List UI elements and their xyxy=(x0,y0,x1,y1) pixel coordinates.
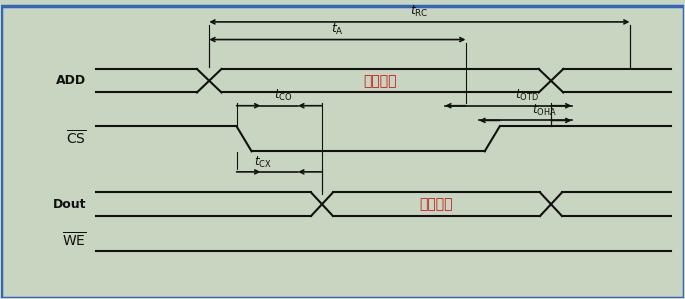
Text: $t_\mathrm{A}$: $t_\mathrm{A}$ xyxy=(331,22,344,36)
Text: 地址有效: 地址有效 xyxy=(363,74,397,88)
Text: $\overline{\mathrm{CS}}$: $\overline{\mathrm{CS}}$ xyxy=(66,129,86,147)
Text: $t_\mathrm{CX}$: $t_\mathrm{CX}$ xyxy=(253,154,271,170)
Text: $t_\mathrm{CO}$: $t_\mathrm{CO}$ xyxy=(274,88,292,103)
Text: $t_\mathrm{OHA}$: $t_\mathrm{OHA}$ xyxy=(532,103,557,118)
Text: 数据有效: 数据有效 xyxy=(420,197,453,211)
Text: $t_\mathrm{OTD}$: $t_\mathrm{OTD}$ xyxy=(515,88,539,103)
Text: $t_\mathrm{RC}$: $t_\mathrm{RC}$ xyxy=(410,4,429,19)
Text: ADD: ADD xyxy=(56,74,86,87)
Text: Dout: Dout xyxy=(53,198,86,211)
Text: $\overline{\mathrm{WE}}$: $\overline{\mathrm{WE}}$ xyxy=(62,231,86,250)
